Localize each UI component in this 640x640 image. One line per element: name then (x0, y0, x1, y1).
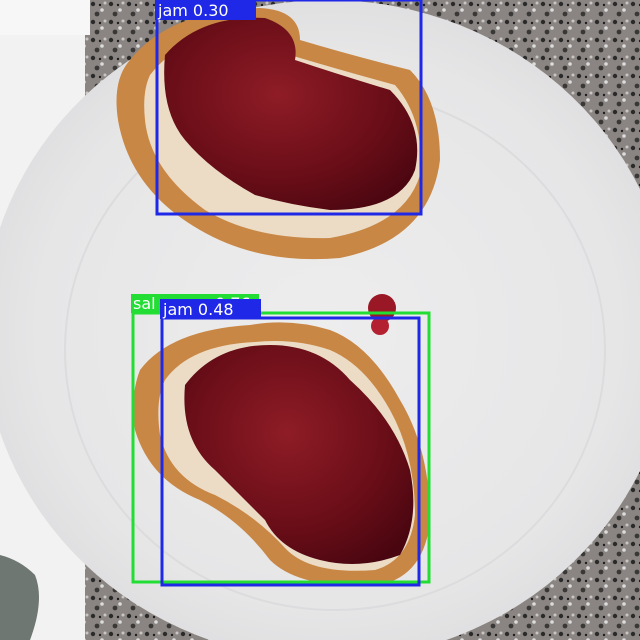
shoe (0, 555, 39, 640)
label-tag-jam-bottom: jam 0.48 (160, 299, 261, 319)
label-text-salad: sal (133, 294, 156, 313)
label-tag-jam-top: jam 0.30 (155, 0, 256, 20)
label-text-jam-bottom: jam 0.48 (162, 300, 234, 319)
jam-top (164, 17, 418, 210)
bbox-jam-bottom (160, 316, 421, 587)
jam-drop (368, 294, 396, 322)
jam-bottom (184, 345, 414, 564)
jam-drop-small (371, 317, 389, 335)
white-corner (0, 0, 90, 35)
bbox-jam-top (155, 0, 423, 216)
label-text-jam-top: jam 0.30 (157, 1, 229, 20)
bbox-salad (131, 311, 431, 584)
